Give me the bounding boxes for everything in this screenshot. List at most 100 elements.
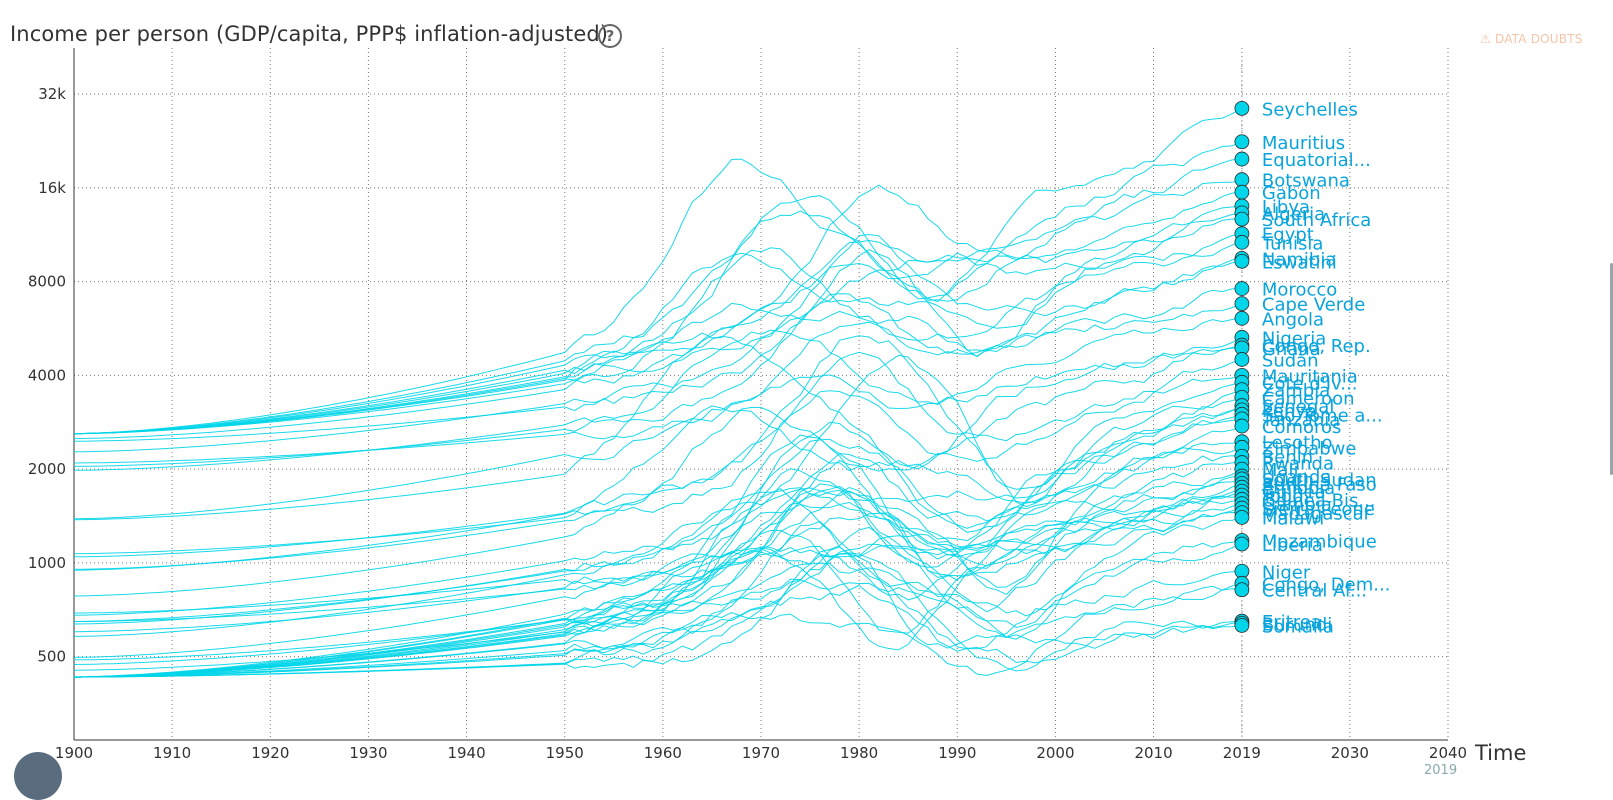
data-doubts-link[interactable]: ⚠ DATA DOUBTS: [1480, 32, 1583, 46]
x-tick-label: 1970: [742, 744, 780, 762]
series-line: [73, 570, 1242, 678]
series-line: [73, 483, 1242, 661]
series-line: [73, 241, 1243, 440]
series-label: Mali: [1262, 460, 1299, 481]
series-line: [74, 452, 1243, 614]
series-line: [73, 179, 1243, 435]
series-line: [73, 585, 1242, 678]
series-line: [74, 293, 1243, 442]
series-line: [73, 359, 1243, 597]
series-label: Tunisia: [1261, 233, 1324, 254]
y-tick-label: 4000: [28, 366, 66, 384]
series-label: Ethiopia: [1262, 478, 1335, 499]
series-label: Mauritius: [1262, 133, 1345, 154]
x-tick-label: 2040: [1429, 744, 1467, 762]
series-marker: [1234, 234, 1250, 250]
series-label: Rwanda: [1262, 454, 1334, 475]
series-line: [73, 107, 1243, 435]
series-label: Uganda: [1262, 467, 1332, 488]
series-label: Burundi: [1262, 614, 1332, 635]
series-marker: [1234, 582, 1250, 598]
series-label: Benin: [1262, 447, 1313, 468]
series-label: Togo: [1261, 486, 1303, 507]
series-label: Eswatini: [1262, 252, 1337, 273]
series-line: [73, 482, 1243, 665]
chart-title: Income per person (GDP/capita, PPP$ infl…: [10, 22, 609, 46]
series-line: [73, 413, 1243, 658]
series-marker: [1234, 134, 1250, 150]
x-axis-label: Time: [1474, 741, 1526, 765]
series-marker: [1234, 211, 1250, 227]
series-marker: [1234, 509, 1250, 525]
series-marker: [1234, 536, 1250, 552]
series-label: Guinea: [1262, 482, 1326, 503]
series-label: Madagascar: [1262, 504, 1372, 525]
series-label: Botswana: [1262, 171, 1350, 192]
series-line: [73, 405, 1242, 555]
series-label: Algeria: [1262, 204, 1325, 225]
series-label: South Africa: [1262, 210, 1371, 231]
series-label: Burkina Faso: [1262, 474, 1377, 495]
side-panel-handle[interactable]: [1610, 263, 1613, 475]
series-label: Libya: [1262, 197, 1310, 218]
series-line: [73, 184, 1242, 435]
time-slider-value[interactable]: 2019: [1424, 763, 1457, 778]
series-line: [73, 158, 1242, 435]
series-line: [73, 354, 1243, 616]
x-tick-label: 1900: [55, 744, 93, 762]
series-label: Gabon: [1262, 183, 1321, 204]
series-label: Comoros: [1262, 417, 1342, 438]
series-line: [73, 418, 1242, 622]
x-tick-label: 1910: [153, 744, 191, 762]
series-labels: Seychelles MauritiusEquatorial...Botswana…: [1261, 99, 1391, 637]
series-label: Sao Tome a...: [1262, 405, 1383, 426]
series-line: [73, 335, 1243, 521]
series-marker: [1234, 100, 1250, 116]
series-markers: [1234, 100, 1250, 633]
series-label: Cape Verde: [1262, 295, 1365, 316]
series-line: [73, 511, 1242, 678]
series-label: South Sudan: [1262, 470, 1377, 491]
series-label: Niger: [1262, 562, 1311, 583]
play-button[interactable]: [14, 752, 62, 800]
x-tick-label: 1920: [251, 744, 289, 762]
series-marker: [1234, 418, 1250, 434]
series-line: [73, 446, 1243, 678]
series-lines: [73, 107, 1243, 678]
x-tick-label: 1960: [644, 744, 682, 762]
series-line: [73, 389, 1243, 637]
y-tick-label: 8000: [28, 273, 66, 291]
series-label: Central Af...: [1262, 581, 1367, 602]
y-tick-label: 16k: [38, 179, 66, 197]
series-label: Cameroon: [1262, 388, 1355, 409]
series-line: [73, 218, 1242, 435]
series-label: Lesotho: [1262, 433, 1333, 454]
series-marker: [1234, 352, 1250, 367]
series-label: Guinea-Bis...: [1262, 490, 1376, 511]
series-label: Seychelles: [1262, 99, 1358, 120]
series-label: Cote d'Iv...: [1262, 373, 1358, 394]
series-label: Zimbabwe: [1262, 438, 1357, 459]
series-label: Nigeria: [1262, 328, 1326, 349]
series-label: Congo, Dem...: [1262, 574, 1391, 595]
data-doubts-label: DATA DOUBTS: [1494, 32, 1583, 46]
series-line: [73, 233, 1242, 435]
question-circle-icon[interactable]: ?: [598, 24, 622, 48]
series-line: [73, 552, 1242, 678]
series-marker: [1234, 310, 1250, 326]
series-label: Gambia: [1262, 495, 1332, 516]
series-line: [74, 335, 1243, 558]
y-tick-label: 32k: [38, 85, 66, 103]
series-line: [73, 141, 1243, 435]
x-tick-label: 1990: [938, 744, 976, 762]
series-line: [73, 317, 1242, 467]
series-line: [73, 475, 1242, 678]
series-marker: [1234, 281, 1250, 296]
series-label: Sierra Leone: [1262, 499, 1375, 520]
series-marker: [1234, 253, 1250, 269]
x-tick-label: 1940: [447, 744, 485, 762]
series-marker: [1234, 296, 1250, 312]
series-label: Congo, Rep.: [1262, 336, 1371, 357]
series-line: [73, 405, 1243, 625]
series-label: Mozambique: [1262, 532, 1377, 553]
